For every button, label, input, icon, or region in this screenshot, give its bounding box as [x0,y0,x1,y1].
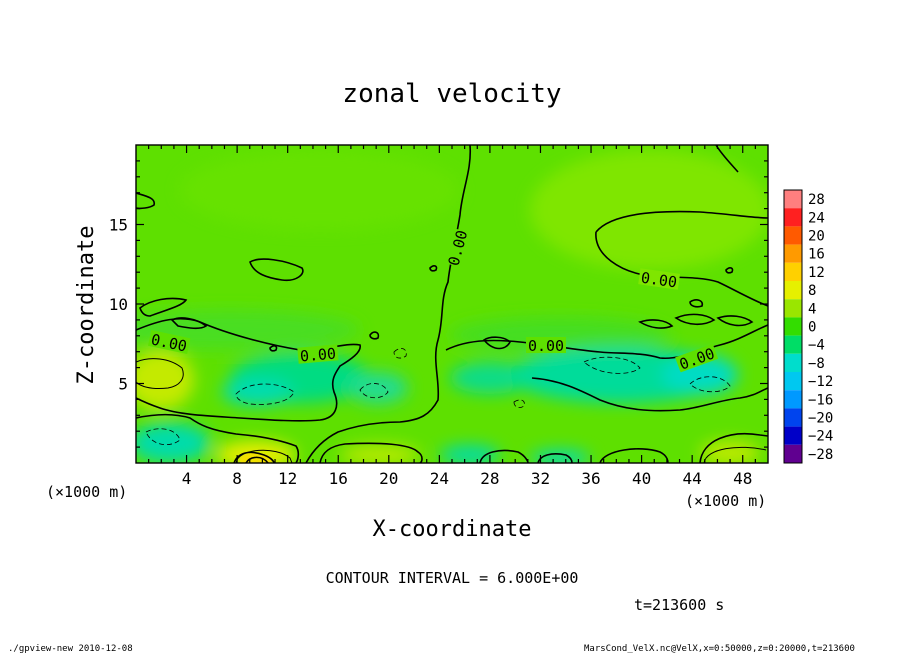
x-tick-label: 40 [632,469,651,488]
colorbar-label: 4 [808,301,816,317]
colorbar-swatch [784,226,802,245]
axis-ticks [136,145,768,463]
plot-area: 0.00 0.00 0.00 0.00 0.00 0.00 [136,145,768,463]
y-tick-label: 15 [109,216,128,235]
contour-label-4: 0.00 [299,344,337,365]
x-tick-label: 44 [683,469,702,488]
contour-label-2: 0.00 [640,269,678,292]
y-tick-label: 10 [109,295,128,314]
chart-title: zonal velocity [342,79,561,109]
colorbar-swatch [784,317,802,336]
colorbar-label: 16 [808,247,825,263]
time-note: t=213600 s [634,596,724,614]
colorbar-label: −20 [808,411,833,427]
colorbar-label: −12 [808,374,833,390]
x-unit-label-right: (×1000 m) [685,492,766,510]
x-tick-label: 36 [581,469,600,488]
colorbar-label: 24 [808,210,825,226]
x-tick-label: 24 [430,469,449,488]
footer-right: MarsCond_VelX.nc@VelX,x=0:50000,z=0:2000… [584,644,855,654]
colorbar-frame [783,189,803,464]
footer-left: ./gpview-new 2010-12-08 [8,644,133,654]
colorbar-swatch [784,444,802,463]
field-peak [240,453,272,463]
colorbar-swatch [784,299,802,318]
x-tick-label: 16 [329,469,348,488]
colorbar-swatch [784,335,802,354]
colorbar-label: −28 [808,447,833,463]
x-unit-label-left: (×1000 m) [46,483,127,501]
colorbar-label: 12 [808,265,825,281]
colorbar-swatch [784,353,802,372]
colorbar-label: 8 [808,283,816,299]
negative-contours [145,348,731,446]
positive-contours [136,358,767,463]
x-tick-label: 8 [232,469,242,488]
colorbar: 28 24 20 16 12 8 4 0 −4 −8 −12 −16 −20 −24 −28 [783,189,833,464]
colorbar-swatch [784,372,802,391]
colorbar-label: −16 [808,392,833,408]
y-tick-label: 5 [118,375,128,394]
zero-contours [136,145,768,463]
colorbar-label: 28 [808,192,825,208]
x-tick-label: 32 [531,469,550,488]
colorbar-label: −4 [808,338,825,354]
x-tick-label: 28 [480,469,499,488]
colorbar-swatch [784,190,802,209]
colorbar-swatch [784,208,802,227]
contour-interval-note: CONTOUR INTERVAL = 6.000E+00 [326,569,579,587]
x-tick-label: 48 [733,469,752,488]
contour-label-5: 0.00 [528,337,564,355]
colorbar-label: −8 [808,356,825,372]
colorbar-label: −24 [808,429,833,445]
colorbar-swatch [784,408,802,427]
x-tick-label: 20 [379,469,398,488]
colorbar-swatch [784,426,802,445]
colorbar-swatch [784,244,802,263]
x-tick-label: 4 [182,469,192,488]
colorbar-label: 20 [808,229,825,245]
colorbar-swatch [784,390,802,409]
colorbar-swatch [784,281,802,300]
colorbar-label: 0 [808,320,816,336]
y-axis-label: Z-coordinate [74,226,99,385]
x-axis-label: X-coordinate [373,517,532,542]
x-tick-label: 12 [278,469,297,488]
colorbar-swatch [784,262,802,281]
